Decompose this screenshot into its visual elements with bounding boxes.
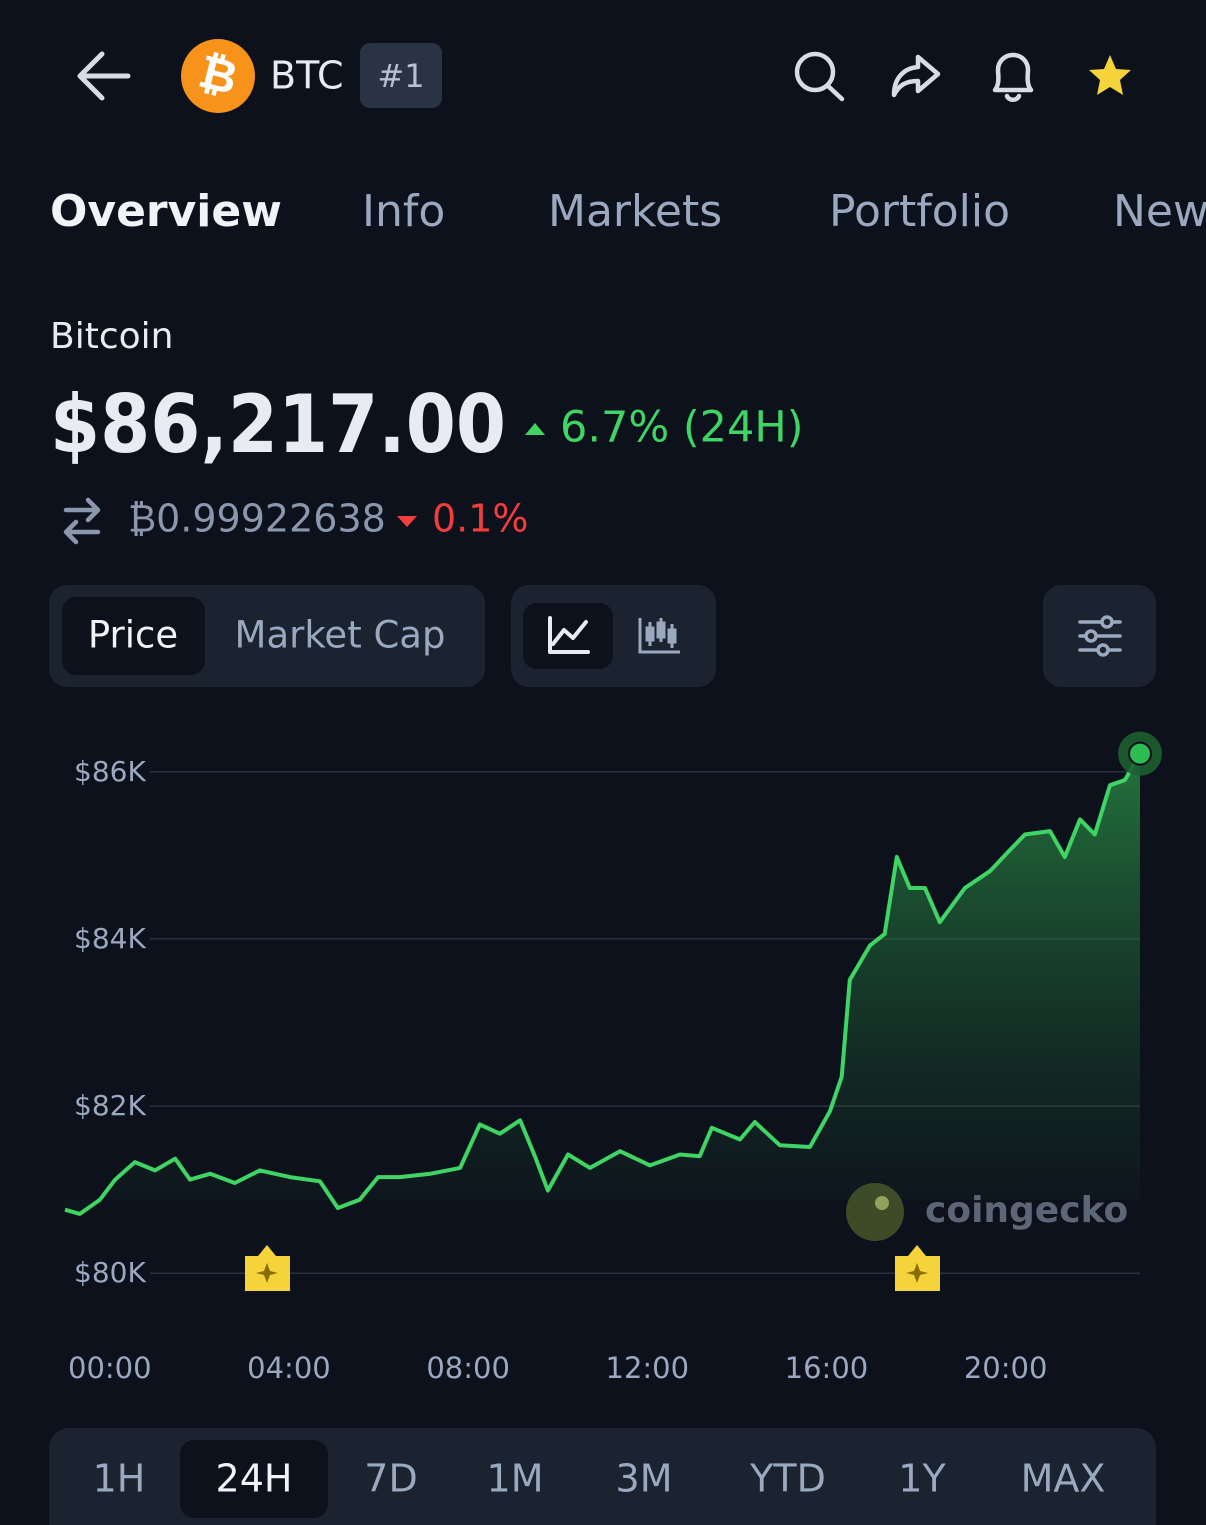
tab[interactable]: New	[1113, 186, 1206, 237]
x-tick-label: 08:00	[426, 1351, 510, 1385]
range-button[interactable]: 24H	[216, 1457, 293, 1501]
share-button[interactable]	[891, 54, 941, 98]
range-button[interactable]: 1H	[93, 1457, 146, 1501]
price: $86,217.00	[50, 378, 506, 471]
price-change: 6.7% (24H)	[560, 403, 804, 453]
search-button[interactable]	[794, 51, 845, 102]
event-marker[interactable]	[895, 1245, 940, 1291]
candle-style-button[interactable]	[638, 618, 680, 654]
x-tick-label: 00:00	[68, 1351, 152, 1385]
up-indicator	[525, 423, 545, 435]
tab-bar: Overview Info Markets Portfolio New	[50, 186, 1206, 237]
x-tick-label: 20:00	[964, 1351, 1048, 1385]
watermark: coingecko	[846, 1183, 1128, 1241]
x-tick-label: 12:00	[606, 1351, 690, 1385]
selected-toggle	[62, 597, 205, 675]
watermark-text: coingecko	[925, 1190, 1128, 1231]
favorite-button[interactable]	[1089, 55, 1131, 95]
range-button[interactable]: 7D	[364, 1457, 417, 1501]
rank-badge	[360, 43, 442, 108]
tab[interactable]: Overview	[50, 186, 282, 237]
coin-name: Bitcoin	[50, 316, 173, 357]
coin-symbol: BTC	[270, 54, 344, 98]
y-tick-label: $86K	[74, 755, 146, 788]
alert-button[interactable]	[992, 52, 1034, 102]
watermark-logo-eye	[875, 1196, 889, 1210]
range-button[interactable]: MAX	[1021, 1457, 1106, 1501]
tab[interactable]: Markets	[548, 186, 722, 237]
event-marker[interactable]	[245, 1245, 290, 1291]
range-buttons: 1H 24H 7D 1M 3M YTD 1Y MAX	[93, 1457, 1106, 1501]
back-button[interactable]	[77, 51, 131, 101]
tab[interactable]: Info	[362, 186, 445, 237]
toggle-market-cap[interactable]: Market Cap	[235, 614, 446, 657]
range-button[interactable]: 3M	[616, 1457, 673, 1501]
swap-icon	[63, 497, 101, 545]
y-tick-label: $80K	[74, 1256, 146, 1289]
line-icon	[548, 616, 590, 654]
x-tick-label: 16:00	[785, 1351, 869, 1385]
settings-icon	[1078, 615, 1122, 657]
price-area	[65, 753, 1140, 1214]
x-tick-label: 04:00	[247, 1351, 331, 1385]
rank-label: #1	[377, 57, 424, 95]
coin-logo: ₿	[181, 39, 255, 113]
selected-range	[180, 1440, 328, 1518]
y-tick-label: $84K	[74, 922, 146, 955]
range-button[interactable]: 1M	[487, 1457, 544, 1501]
btc-price: ₿0.99922638	[128, 497, 386, 541]
range-button[interactable]: YTD	[749, 1457, 826, 1501]
watermark-logo	[846, 1183, 904, 1241]
down-indicator	[397, 516, 417, 527]
btc-change: 0.1%	[432, 497, 529, 541]
tab[interactable]: Portfolio	[829, 186, 1010, 237]
price-line	[64, 752, 1142, 1216]
price-chart: $80K $82K $84K $86K 00:00 04:00 08:00 12:00 16:0…	[64, 731, 1162, 1385]
toggle-price[interactable]: Price	[88, 614, 178, 657]
last-point	[1128, 741, 1152, 766]
y-tick-label: $82K	[74, 1089, 146, 1122]
range-button[interactable]: 1Y	[898, 1457, 946, 1501]
